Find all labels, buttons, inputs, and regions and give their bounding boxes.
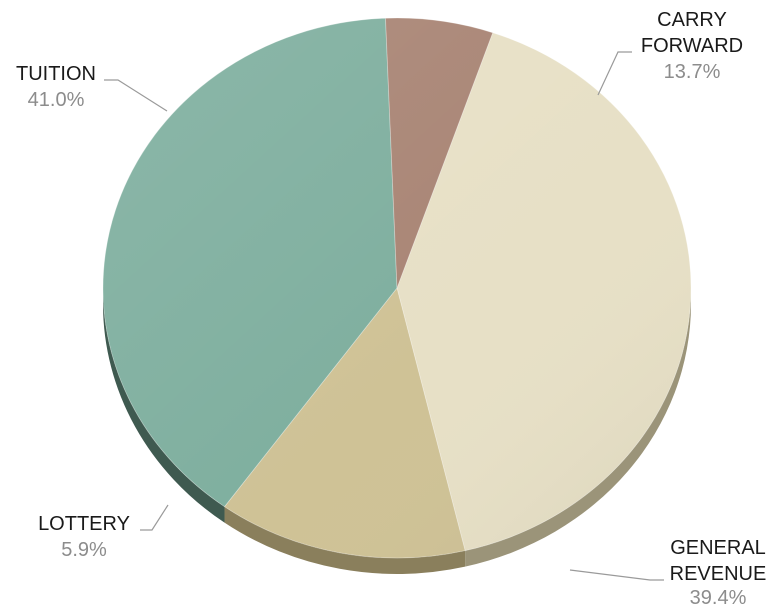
label-lottery-value: 5.9% — [61, 539, 107, 561]
label-carry-forward: CARRY FORWARD 13.7% — [641, 9, 743, 83]
leader-line-general-revenue — [569, 569, 664, 581]
label-carry-forward-name-1: CARRY — [657, 9, 727, 31]
label-general-revenue-name-2: REVENUE — [670, 563, 767, 585]
label-general-revenue-name-1: GENERAL — [670, 537, 766, 559]
label-carry-forward-name-2: FORWARD — [641, 35, 743, 57]
label-lottery-name: LOTTERY — [38, 513, 130, 535]
label-tuition: TUITION 41.0% — [16, 63, 96, 111]
leader-line-lottery — [140, 504, 169, 531]
label-lottery: LOTTERY 5.9% — [38, 513, 130, 561]
label-tuition-value: 41.0% — [28, 89, 85, 111]
leader-lines — [104, 51, 664, 581]
pie-slices — [102, 17, 692, 559]
label-general-revenue: GENERAL REVENUE 39.4% — [670, 537, 767, 609]
label-tuition-name: TUITION — [16, 63, 96, 85]
label-carry-forward-value: 13.7% — [664, 61, 721, 83]
leader-line-tuition — [104, 79, 168, 112]
label-general-revenue-value: 39.4% — [690, 587, 747, 609]
leader-line-carry-forward — [597, 51, 632, 96]
